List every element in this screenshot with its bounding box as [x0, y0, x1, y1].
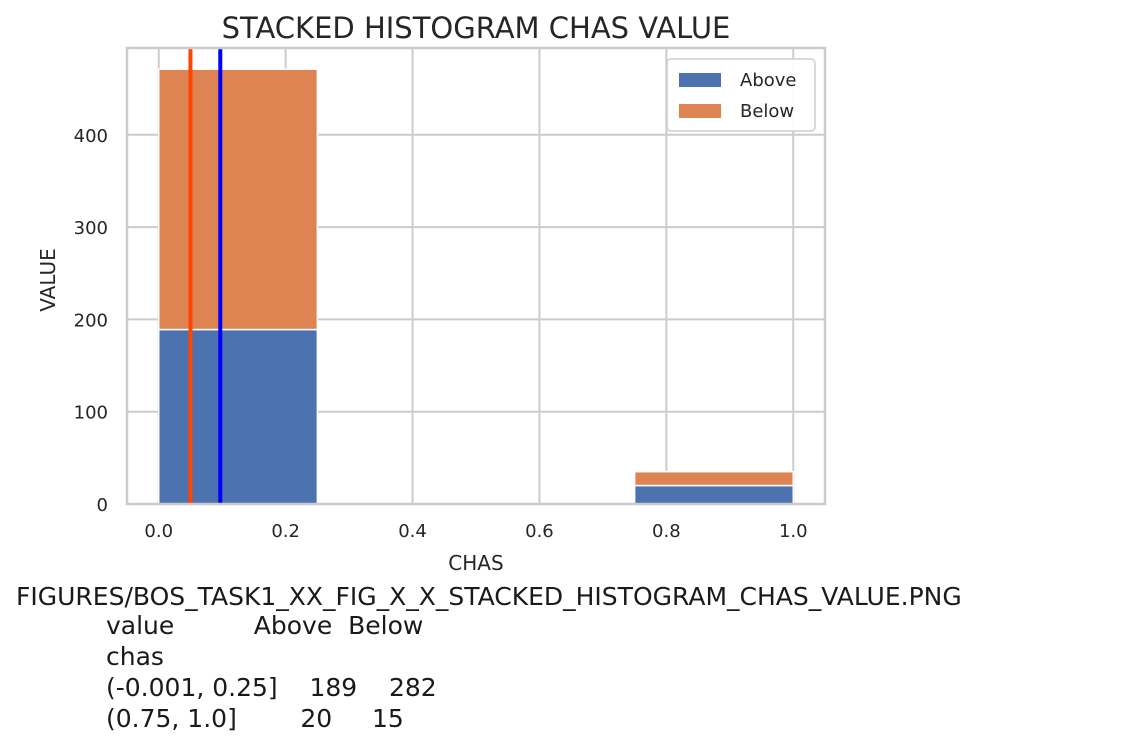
table-header: value Above Below — [106, 611, 424, 640]
table-index-name: chas — [106, 642, 164, 671]
y-tick-label: 400 — [74, 126, 108, 147]
plot-frame — [125, 46, 827, 506]
bar-above — [157, 328, 319, 505]
figure-caption: FIGURES/BOS_TASK1_XX_FIG_X_X_STACKED_HIS… — [16, 582, 962, 611]
x-axis-label: CHAS — [448, 551, 503, 575]
legend-swatch — [679, 73, 721, 87]
bars — [157, 68, 795, 505]
x-tick-label: 0.6 — [525, 521, 554, 542]
legend: Above Below — [666, 58, 816, 132]
y-tick-label: 0 — [97, 495, 108, 516]
bar-below — [633, 470, 795, 487]
table-row: (-0.001, 0.25] 189 282 — [106, 673, 437, 702]
y-tick-label: 100 — [74, 403, 108, 424]
data-table: value Above Below chas (-0.001, 0.25] 18… — [106, 610, 437, 734]
legend-label: Below — [740, 101, 794, 122]
bar-above — [633, 484, 795, 505]
x-tick-label: 0.2 — [271, 521, 300, 542]
legend-swatch — [679, 104, 721, 118]
y-tick-label: 200 — [74, 310, 108, 331]
stacked-histogram-chart: 0.0 0.2 0.4 0.6 0.8 1.0 0 100 200 300 400 STACKED… — [36, 11, 827, 575]
x-tick-label: 0.0 — [144, 521, 173, 542]
x-tick-label: 1.0 — [779, 521, 808, 542]
bar-below — [157, 68, 319, 331]
y-tick-labels: 0 100 200 300 400 — [74, 126, 108, 516]
x-tick-label: 0.8 — [652, 521, 681, 542]
chart-title: STACKED HISTOGRAM CHAS VALUE — [222, 11, 731, 45]
x-tick-label: 0.4 — [398, 521, 427, 542]
y-tick-label: 300 — [74, 218, 108, 239]
x-tick-labels: 0.0 0.2 0.4 0.6 0.8 1.0 — [144, 521, 807, 542]
table-row: (0.75, 1.0] 20 15 — [106, 704, 404, 733]
y-axis-label: VALUE — [36, 248, 60, 312]
legend-label: Above — [740, 70, 796, 91]
reference-lines — [188, 48, 223, 504]
